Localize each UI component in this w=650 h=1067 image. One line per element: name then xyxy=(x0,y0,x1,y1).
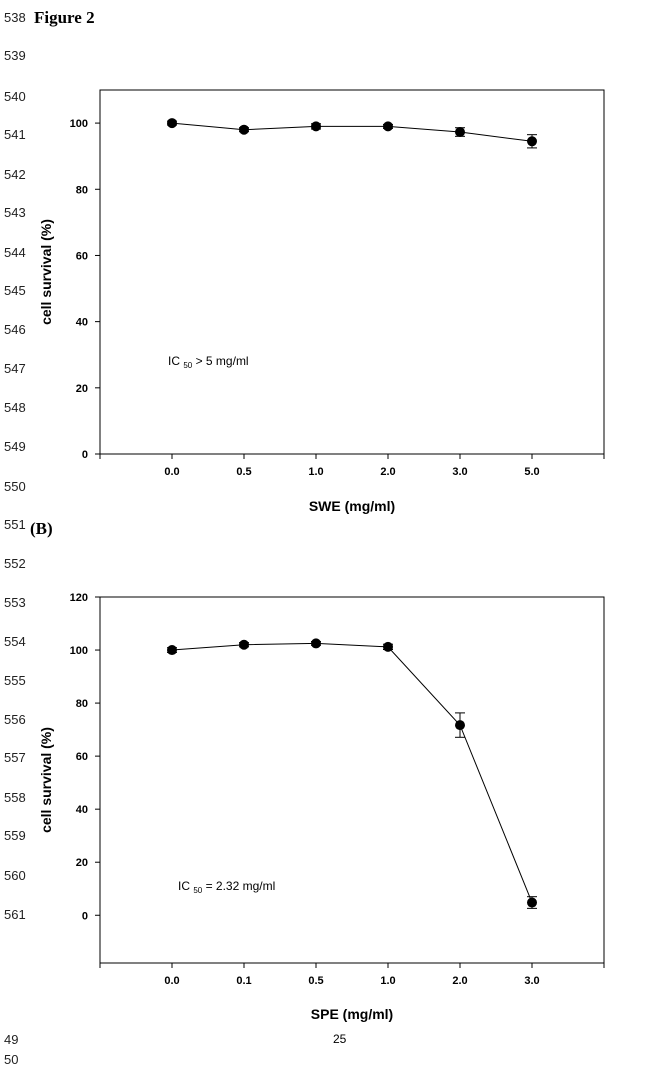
line-number: 561 xyxy=(4,907,26,922)
x-tick-label: 2.0 xyxy=(452,975,467,987)
x-tick-label: 2.0 xyxy=(380,466,395,478)
series-line xyxy=(171,642,533,903)
y-tick-label: 60 xyxy=(76,250,88,262)
y-tick-label: 20 xyxy=(76,383,88,395)
x-tick-label: 3.0 xyxy=(524,975,539,987)
data-point xyxy=(455,720,465,731)
x-tick-label: 1.0 xyxy=(308,466,323,478)
data-point xyxy=(239,639,249,650)
y-tick-label: 120 xyxy=(70,592,88,604)
x-tick-label: 0.0 xyxy=(164,466,179,478)
line-number: 555 xyxy=(4,673,26,688)
y-tick-label: 0 xyxy=(82,910,88,922)
line-number: 552 xyxy=(4,556,26,571)
y-tick-label: 80 xyxy=(76,184,88,196)
line-number: 50 xyxy=(4,1052,19,1067)
ic50-annotation: IC 50 > 5 mg/ml xyxy=(168,354,249,370)
line-number: 559 xyxy=(4,828,26,843)
y-tick-label: 80 xyxy=(76,698,88,710)
series-line xyxy=(171,122,533,142)
line-number: 554 xyxy=(4,634,26,649)
data-point xyxy=(527,136,537,147)
line-number: 549 xyxy=(4,439,26,454)
ic50-annotation: IC 50 = 2.32 mg/ml xyxy=(178,879,275,895)
line-number: 541 xyxy=(4,127,26,142)
data-point xyxy=(239,124,249,135)
x-tick-label: 1.0 xyxy=(380,975,395,987)
y-tick-label: 40 xyxy=(76,804,88,816)
data-point xyxy=(527,897,537,908)
data-point xyxy=(167,645,177,656)
line-number: 556 xyxy=(4,712,26,727)
line-number: 543 xyxy=(4,205,26,220)
y-tick-label: 0 xyxy=(82,449,88,461)
x-axis-title: SPE (mg/ml) xyxy=(311,1006,393,1022)
x-tick-label: 0.0 xyxy=(164,975,179,987)
line-number: 557 xyxy=(4,750,26,765)
line-number: 542 xyxy=(4,167,26,182)
x-axis-title: SWE (mg/ml) xyxy=(309,498,395,514)
y-tick-label: 20 xyxy=(76,857,88,869)
x-tick-label: 5.0 xyxy=(524,466,539,478)
line-number: 553 xyxy=(4,595,26,610)
panel-b-label: (B) xyxy=(30,519,53,538)
data-point xyxy=(167,118,177,129)
plot-frame xyxy=(99,596,605,964)
y-axis-title: cell survival (%) xyxy=(38,219,54,325)
line-number: 49 xyxy=(4,1032,19,1047)
x-tick-label: 3.0 xyxy=(452,466,467,478)
data-point xyxy=(455,127,465,138)
y-tick-label: 100 xyxy=(70,118,88,130)
line-number: 550 xyxy=(4,479,26,494)
line-number: 558 xyxy=(4,790,26,805)
plot-frame xyxy=(99,89,605,455)
line-number: 538 xyxy=(4,10,26,25)
data-point xyxy=(311,121,321,132)
line-number: 544 xyxy=(4,245,26,260)
line-number: 560 xyxy=(4,868,26,883)
page-number: 25 xyxy=(333,1032,347,1046)
line-number: 551 xyxy=(4,517,26,532)
line-number: 546 xyxy=(4,322,26,337)
y-tick-label: 40 xyxy=(76,317,88,329)
line-number: 545 xyxy=(4,283,26,298)
line-number: 539 xyxy=(4,48,26,63)
data-point xyxy=(383,121,393,132)
data-point xyxy=(383,641,393,652)
y-tick-label: 100 xyxy=(70,645,88,657)
x-tick-label: 0.1 xyxy=(236,975,251,987)
line-number: 540 xyxy=(4,89,26,104)
line-number: 548 xyxy=(4,400,26,415)
data-point xyxy=(311,638,321,649)
x-tick-label: 0.5 xyxy=(236,466,251,478)
line-number: 547 xyxy=(4,361,26,376)
y-tick-label: 60 xyxy=(76,751,88,763)
x-tick-label: 0.5 xyxy=(308,975,323,987)
figure-title: Figure 2 xyxy=(34,8,95,27)
y-axis-title: cell survival (%) xyxy=(38,727,54,833)
